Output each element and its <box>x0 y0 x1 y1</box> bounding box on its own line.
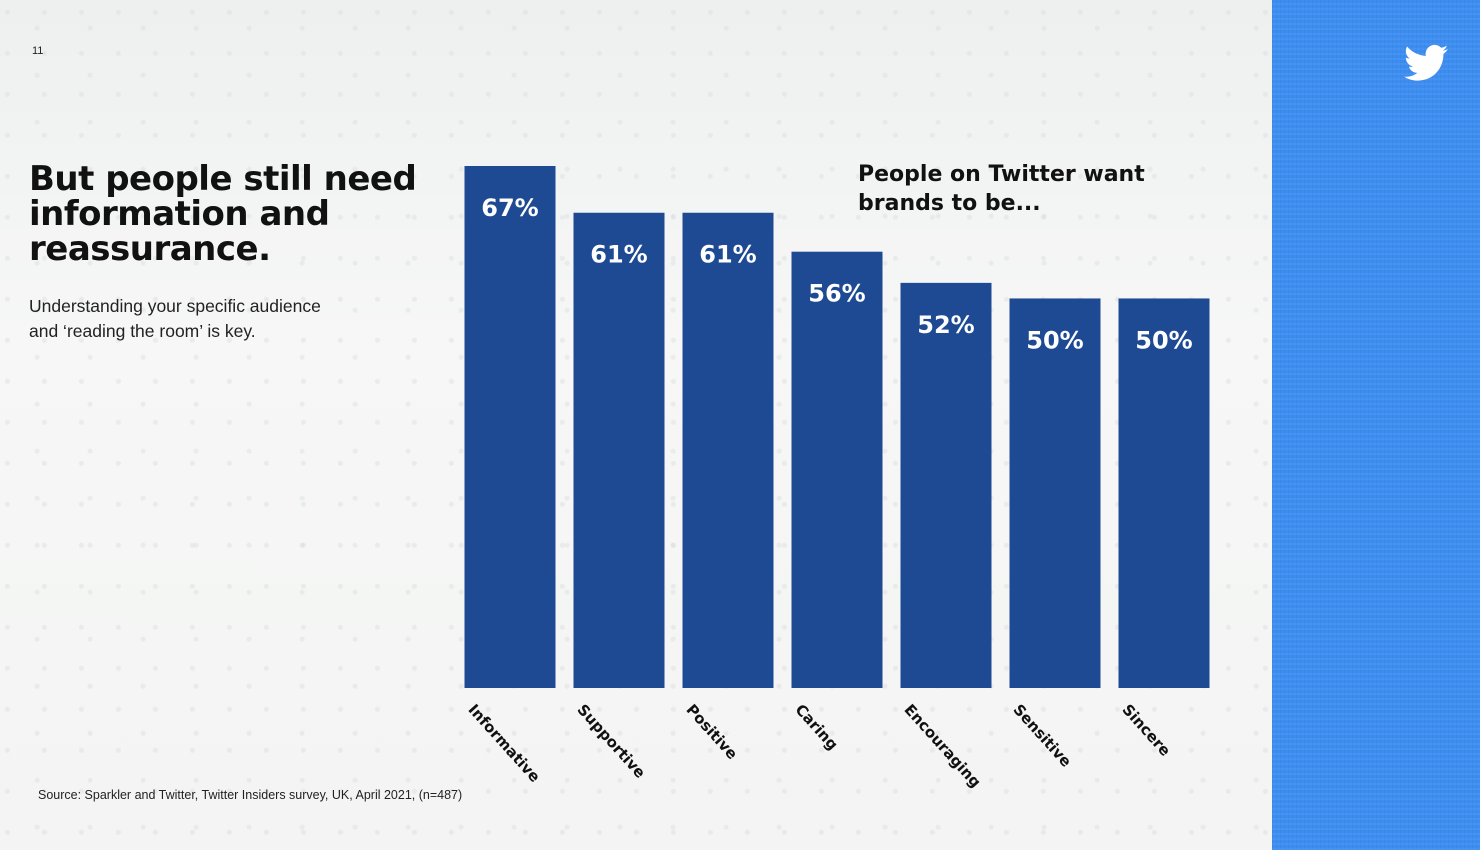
data-label-positive: 61% <box>699 241 756 269</box>
data-label-caring: 56% <box>808 280 865 308</box>
bar-sensitive <box>1009 298 1101 688</box>
tick-label-positive: Positive <box>683 701 742 763</box>
data-label-sensitive: 50% <box>1026 326 1083 354</box>
tick-label-caring: Caring <box>792 701 842 754</box>
bar-informative <box>464 166 556 688</box>
data-label-encouraging: 52% <box>917 311 974 339</box>
tick-label-supportive: Supportive <box>574 701 650 782</box>
page-title: But people still need information and re… <box>29 159 417 269</box>
tick-label-encouraging: Encouraging <box>901 701 985 792</box>
tick-label-sincere: Sincere <box>1119 701 1175 760</box>
source-note: Source: Sparkler and Twitter, Twitter In… <box>38 788 463 802</box>
data-label-supportive: 61% <box>590 241 647 269</box>
tick-label-sensitive: Sensitive <box>1010 701 1076 771</box>
data-label-informative: 67% <box>481 194 538 222</box>
tick-label-informative: Informative <box>465 701 544 786</box>
bar-supportive <box>573 212 665 688</box>
bar-positive <box>682 212 774 688</box>
bar-caring <box>791 251 883 689</box>
bar-encouraging <box>900 282 992 688</box>
bar-sincere <box>1118 298 1210 688</box>
chart-title: People on Twitter want brands to be... <box>858 162 1145 216</box>
page-subtitle: Understanding your specific audience and… <box>29 296 321 341</box>
page-number: 11 <box>32 45 44 57</box>
data-label-sincere: 50% <box>1135 326 1192 354</box>
side-panel <box>1272 0 1480 850</box>
twitter-bird-icon <box>1404 44 1448 81</box>
